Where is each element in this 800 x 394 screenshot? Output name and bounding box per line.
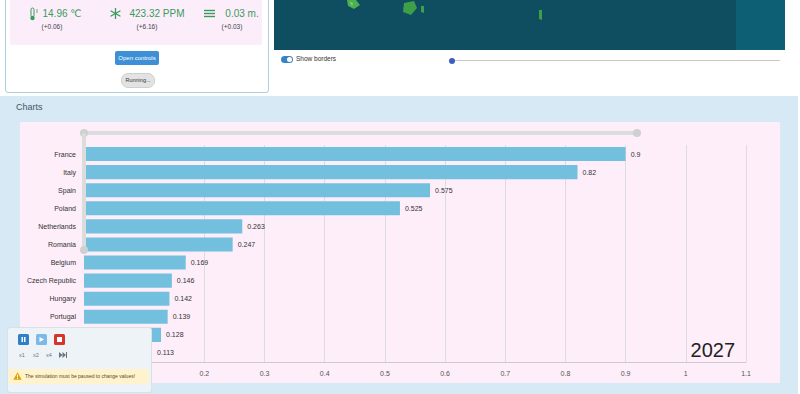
svg-text:0.169: 0.169 bbox=[191, 259, 209, 266]
html-text:x4: x4 bbox=[46, 352, 52, 358]
svg-text:0.2: 0.2 bbox=[199, 370, 209, 377]
svg-text:Czech Republic: Czech Republic bbox=[27, 277, 77, 285]
svg-text:France: France bbox=[54, 151, 76, 158]
svg-text:Netherlands: Netherlands bbox=[38, 223, 76, 230]
svg-text:0.82: 0.82 bbox=[582, 169, 596, 176]
svg-text:Poland: Poland bbox=[54, 205, 76, 212]
svg-text:0.8: 0.8 bbox=[561, 370, 571, 377]
svg-text:0.113: 0.113 bbox=[157, 349, 174, 356]
html-text:Running...: Running... bbox=[125, 77, 151, 83]
html-text:x1: x1 bbox=[19, 352, 25, 358]
html-text:0.03 m.: 0.03 m. bbox=[225, 8, 259, 19]
svg-text:Italy: Italy bbox=[63, 169, 76, 177]
svg-text:1.1: 1.1 bbox=[741, 370, 751, 377]
html-text:x2: x2 bbox=[33, 352, 39, 358]
html-text:(+0.03): (+0.03) bbox=[221, 23, 243, 30]
html-text:Show borders: Show borders bbox=[296, 55, 337, 62]
svg-text:0.7: 0.7 bbox=[500, 370, 510, 377]
svg-text:0.9: 0.9 bbox=[621, 370, 631, 377]
svg-text:0.263: 0.263 bbox=[247, 223, 265, 230]
svg-text:Hungary: Hungary bbox=[50, 295, 77, 303]
svg-text:Spain: Spain bbox=[58, 187, 76, 195]
html-text:14.96 ℃: 14.96 ℃ bbox=[42, 8, 82, 19]
html-text:(+0.06): (+0.06) bbox=[41, 23, 63, 30]
svg-text:Romania: Romania bbox=[48, 241, 76, 248]
html-text:Open controls: Open controls bbox=[118, 55, 156, 61]
svg-text:1: 1 bbox=[684, 370, 688, 377]
svg-text:0.128: 0.128 bbox=[166, 331, 184, 338]
svg-text:0.6: 0.6 bbox=[440, 370, 450, 377]
svg-text:0.4: 0.4 bbox=[320, 370, 330, 377]
svg-text:0.3: 0.3 bbox=[260, 370, 270, 377]
svg-text:0.247: 0.247 bbox=[238, 241, 256, 248]
svg-text:0.142: 0.142 bbox=[174, 295, 192, 302]
svg-text:0.139: 0.139 bbox=[173, 313, 191, 320]
svg-text:0.146: 0.146 bbox=[177, 277, 195, 284]
svg-text:2027: 2027 bbox=[691, 339, 736, 361]
svg-text:0.5: 0.5 bbox=[380, 370, 390, 377]
svg-text:0.575: 0.575 bbox=[435, 187, 453, 194]
html-text:(+6.16): (+6.16) bbox=[136, 23, 158, 30]
html-text:Charts: Charts bbox=[16, 102, 43, 112]
svg-text:0.9: 0.9 bbox=[631, 151, 641, 158]
html-text:423.32 PPM: 423.32 PPM bbox=[129, 8, 185, 19]
html-text:The simulation must be paused: The simulation must be paused to change … bbox=[25, 373, 136, 379]
svg-text:Portugal: Portugal bbox=[50, 313, 77, 321]
svg-text:Belgium: Belgium bbox=[51, 259, 76, 267]
svg-text:0.525: 0.525 bbox=[405, 205, 423, 212]
